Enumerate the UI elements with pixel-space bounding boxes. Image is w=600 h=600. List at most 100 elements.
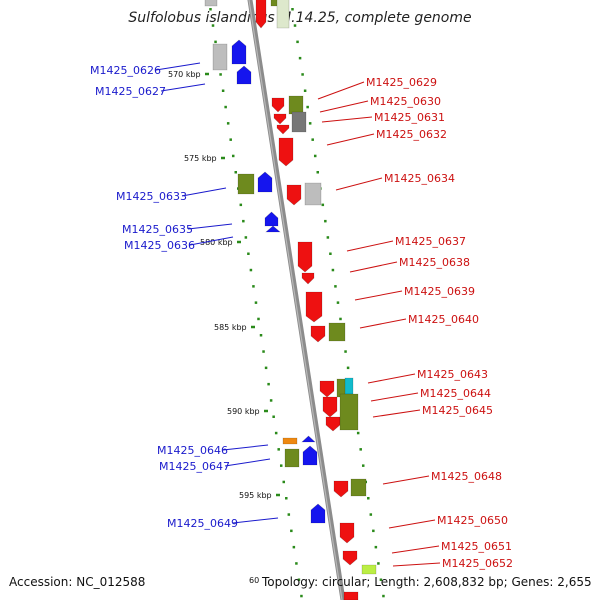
tick-dot-right	[336, 301, 340, 304]
tick-dot-left	[252, 285, 255, 288]
tick-dot-right	[359, 448, 362, 451]
gene-arrow-forward	[255, 0, 267, 29]
gene-block-lime	[361, 564, 377, 575]
leader-line-forward	[372, 409, 421, 418]
tick-dot-right	[298, 56, 302, 60]
gene-arrow-forward	[297, 241, 313, 273]
leader-line-forward	[349, 261, 398, 273]
gene-block-darkgray	[291, 111, 307, 133]
leader-line-reverse	[155, 62, 201, 71]
gene-block-gray	[212, 43, 228, 71]
gene-block-cyan	[344, 377, 354, 395]
leader-line-forward	[392, 562, 441, 567]
gene-label-forward: M1425_0644	[420, 387, 491, 400]
tick-dot-right	[369, 513, 373, 516]
gene-arrow-forward	[286, 184, 302, 206]
tick-dot-right	[311, 138, 314, 141]
gene-block-olive	[284, 448, 300, 468]
tick-dot-left	[231, 154, 235, 158]
tick-dot-left	[234, 171, 238, 174]
leader-line-reverse	[232, 517, 279, 524]
tick-dot-left	[267, 382, 270, 386]
tick-dot-left	[254, 301, 258, 304]
gene-label-forward: M1425_0651	[441, 540, 512, 553]
tick-dot-left	[290, 529, 293, 533]
tick-dot-right	[324, 219, 327, 223]
topology-text: Topology: circular; Length: 2,608,832 bp…	[262, 575, 592, 589]
gene-label-forward: M1425_0630	[370, 95, 441, 108]
tick-dot-right	[346, 366, 350, 370]
leader-line-forward	[370, 392, 419, 402]
tick-dot-right	[356, 431, 360, 435]
tick-dot-right	[303, 89, 307, 92]
tick-dot-left	[285, 497, 288, 500]
gene-block-olive	[328, 322, 346, 342]
gene-arrow-forward	[325, 416, 341, 432]
tick-dot-right	[326, 236, 330, 239]
tick-dot-right	[377, 562, 380, 565]
leader-line-forward	[354, 290, 403, 301]
tick-dot-left	[264, 366, 268, 370]
tick-dot-left	[292, 545, 296, 549]
gene-arrow-reverse	[302, 445, 318, 466]
tick-dot-left	[295, 562, 298, 565]
gene-arrow-reverse	[236, 65, 252, 85]
leader-line-forward	[319, 100, 369, 113]
gene-arrow-forward	[322, 396, 338, 418]
backbone-line	[247, 0, 346, 600]
tick-dot-left	[277, 448, 280, 451]
gene-arrow-forward	[333, 480, 349, 498]
gene-arrow-forward	[339, 522, 355, 544]
gene-label-forward: M1425_0645	[422, 404, 493, 417]
leader-line-forward	[388, 519, 436, 529]
gene-label-reverse: M1425_0635	[122, 223, 193, 236]
gene-label-forward: M1425_0634	[384, 172, 455, 185]
tick-dot-left	[214, 40, 217, 44]
gene-label-forward: M1425_0650	[437, 514, 508, 527]
scale-label: 585 kbp	[214, 323, 247, 332]
gene-arrow-reverse	[264, 211, 279, 227]
scale-label: 590 kbp	[227, 407, 260, 416]
tick-dot-right	[306, 105, 309, 109]
gene-label-reverse: M1425_0627	[95, 85, 166, 98]
tick-dot-left	[287, 513, 291, 516]
gene-block-olive	[339, 393, 359, 431]
leader-line-forward	[321, 116, 373, 123]
gene-arrow-reverse	[257, 171, 273, 193]
gene-arrow-forward	[319, 380, 335, 398]
leader-line-forward	[382, 475, 430, 485]
tick-dot-left	[211, 24, 215, 27]
gene-label-reverse: M1425_0647	[159, 460, 230, 473]
leader-line-reverse	[222, 444, 269, 451]
gene-arrow-forward	[273, 113, 287, 125]
leader-line-reverse	[160, 83, 206, 92]
tick-dot-right	[372, 529, 375, 533]
gene-label-reverse: M1425_0646	[157, 444, 228, 457]
tick-dot-left	[282, 480, 286, 484]
gene-arrow-reverse	[310, 503, 326, 524]
gene-label-reverse: M1425_0626	[90, 64, 161, 77]
gene-arrow-forward	[305, 291, 323, 323]
gene-arrow-forward	[276, 124, 290, 135]
gene-arrow-forward	[271, 97, 285, 113]
tick-dot-right	[313, 154, 317, 158]
tick-dot-left	[219, 73, 222, 76]
gene-arrow-forward	[278, 137, 294, 167]
gene-arrow-forward	[310, 325, 326, 343]
leader-line-forward	[367, 373, 416, 384]
gene-block-olive	[288, 95, 304, 115]
scale-label: 570 kbp	[168, 70, 201, 79]
tick-dot-left	[249, 268, 253, 272]
accession-text: Accession: NC_012588	[9, 575, 146, 589]
tick-dot-left	[279, 464, 283, 467]
tick-dot-right	[339, 317, 342, 321]
tick-dot-left	[269, 399, 273, 402]
leader-line-forward	[391, 545, 440, 554]
feature-layer	[204, 0, 377, 600]
tick-dot-left	[262, 350, 265, 353]
gene-block-orange	[282, 437, 298, 445]
tick-dot-right	[379, 578, 383, 581]
tick-dot-left	[221, 89, 225, 92]
tick-dot-right	[367, 497, 370, 500]
gene-arrow-forward	[342, 550, 358, 566]
